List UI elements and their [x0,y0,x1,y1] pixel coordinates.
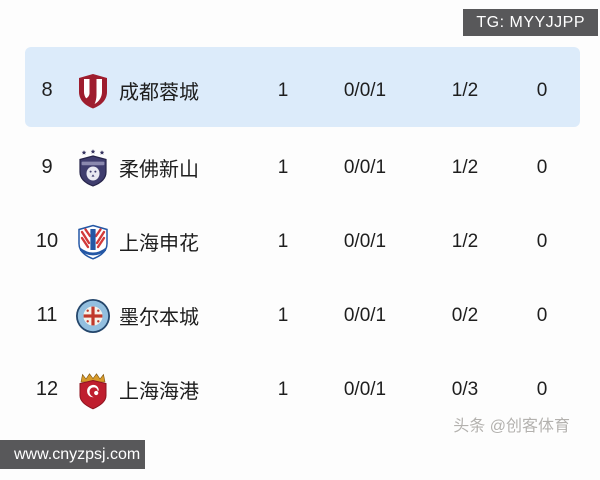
shanghai-shenhua-badge-icon [69,221,117,263]
shanghai-port-badge-icon [69,369,117,411]
team-name: 上海申花 [119,233,199,255]
matches-played: 1 [277,304,289,326]
rank-label: 9 [41,156,53,178]
goals-for-against: 0/2 [451,304,479,326]
points: 0 [536,156,548,178]
melbourne-city-badge-icon [69,295,117,337]
matches-played: 1 [277,230,289,252]
win-draw-loss: 0/0/1 [343,79,387,101]
goals-for-against: 1/2 [451,79,479,101]
goals-for-against: 1/2 [451,230,479,252]
team-name: 上海海港 [119,381,199,403]
table-row-shanghai-port[interactable]: 12 上海海港 1 0/0/1 0/3 0 [25,349,580,423]
johor-darul-tazim-badge-icon [69,147,117,189]
rank-label: 10 [35,230,59,252]
points: 0 [536,230,548,252]
matches-played: 1 [277,156,289,178]
win-draw-loss: 0/0/1 [343,230,387,252]
points: 0 [536,378,548,400]
table-row-chengdu-rongcheng[interactable]: 8 成都蓉城 1 0/0/1 1/2 0 [25,47,580,127]
table-row-shanghai-shenhua[interactable]: 10 上海申花 1 0/0/1 [25,201,580,275]
site-watermark-bar: www.cnyzpsj.com [0,440,145,469]
points: 0 [536,304,548,326]
team-name: 柔佛新山 [119,159,199,181]
team-name: 墨尔本城 [119,307,199,329]
matches-played: 1 [277,79,289,101]
win-draw-loss: 0/0/1 [343,304,387,326]
rank-label: 11 [36,304,58,326]
chengdu-rongcheng-badge-icon [69,70,117,112]
tg-contact-badge: TG: MYYJJPP [463,9,598,36]
goals-for-against: 1/2 [451,156,479,178]
win-draw-loss: 0/0/1 [343,378,387,400]
table-row-melbourne-city[interactable]: 11 墨尔本城 1 0/0/1 0/2 0 [25,275,580,349]
standings-table: 8 成都蓉城 1 0/0/1 1/2 0 9 [25,47,580,423]
rank-label: 8 [41,79,53,101]
table-row-johor[interactable]: 9 柔佛新山 1 0/0/1 1/ [25,127,580,201]
rank-label: 12 [35,378,59,400]
toutiao-watermark: 头条 @创客体育 [453,418,570,435]
win-draw-loss: 0/0/1 [343,156,387,178]
goals-for-against: 0/3 [451,378,479,400]
matches-played: 1 [277,378,289,400]
points: 0 [536,79,548,101]
team-name: 成都蓉城 [119,82,199,104]
